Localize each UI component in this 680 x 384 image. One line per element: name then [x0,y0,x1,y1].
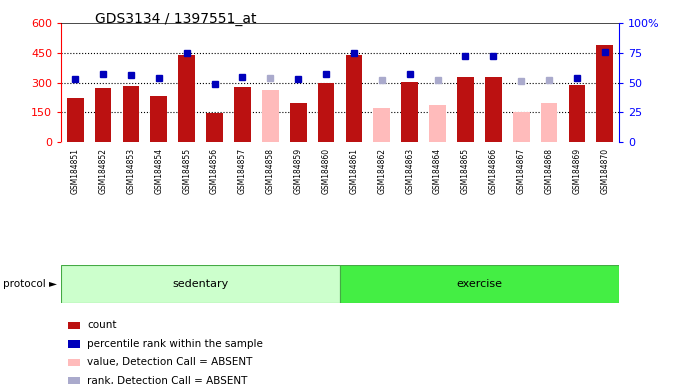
Text: GSM184868: GSM184868 [545,148,554,194]
Text: GSM184869: GSM184869 [573,148,581,194]
Bar [290,103,307,142]
Bar [150,96,167,142]
Text: GSM184864: GSM184864 [433,148,442,194]
Bar [318,83,335,142]
Text: GDS3134 / 1397551_at: GDS3134 / 1397551_at [95,12,257,25]
Text: GSM184863: GSM184863 [405,148,414,194]
Text: GSM184860: GSM184860 [322,148,330,194]
Text: rank, Detection Call = ABSENT: rank, Detection Call = ABSENT [87,376,248,384]
Bar [340,265,619,303]
Bar [485,77,502,142]
Bar [401,81,418,142]
Text: value, Detection Call = ABSENT: value, Detection Call = ABSENT [87,357,252,367]
Bar [67,98,84,142]
Text: percentile rank within the sample: percentile rank within the sample [87,339,263,349]
Text: GSM184858: GSM184858 [266,148,275,194]
Bar [457,77,474,142]
Bar [61,265,340,303]
Text: GSM184862: GSM184862 [377,148,386,194]
Bar [95,88,112,142]
Text: exercise: exercise [456,279,503,289]
Text: GSM184859: GSM184859 [294,148,303,194]
Bar [206,113,223,142]
Text: GSM184865: GSM184865 [461,148,470,194]
Text: count: count [87,320,116,330]
Bar [122,86,139,142]
Bar [178,55,195,142]
Text: GSM184855: GSM184855 [182,148,191,194]
Text: GSM184861: GSM184861 [350,148,358,194]
Text: GSM184866: GSM184866 [489,148,498,194]
Text: GSM184867: GSM184867 [517,148,526,194]
Text: protocol ►: protocol ► [3,279,57,289]
Bar [596,45,613,142]
Bar [568,84,585,142]
Bar [541,103,558,142]
Bar [429,105,446,142]
Text: GSM184856: GSM184856 [210,148,219,194]
Bar [262,89,279,142]
Bar [234,86,251,142]
Text: GSM184854: GSM184854 [154,148,163,194]
Text: GSM184852: GSM184852 [99,148,107,194]
Text: GSM184857: GSM184857 [238,148,247,194]
Bar [345,55,362,142]
Text: sedentary: sedentary [173,279,228,289]
Text: GSM184870: GSM184870 [600,148,609,194]
Text: GSM184853: GSM184853 [126,148,135,194]
Bar [373,108,390,142]
Text: GSM184851: GSM184851 [71,148,80,194]
Bar [513,112,530,142]
